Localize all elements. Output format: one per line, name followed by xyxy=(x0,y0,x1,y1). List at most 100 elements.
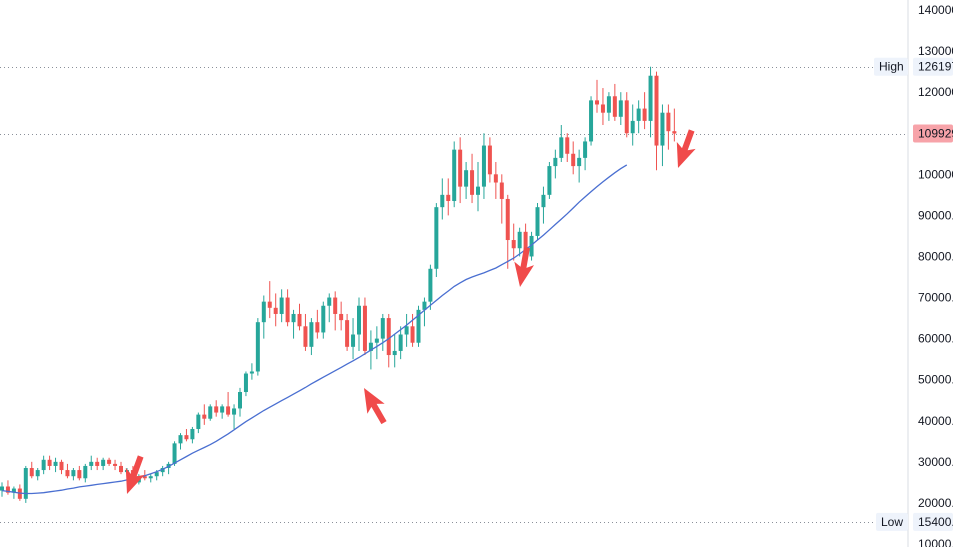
last-price-label: 109929 xyxy=(918,127,953,141)
candle-body xyxy=(95,461,100,466)
candle xyxy=(362,297,367,356)
candle xyxy=(327,293,332,323)
candle xyxy=(77,465,82,481)
candle xyxy=(255,318,260,376)
candle xyxy=(148,474,153,483)
candle-body xyxy=(392,350,397,356)
candle xyxy=(89,455,94,471)
candle xyxy=(41,455,46,475)
arrow-up-icon xyxy=(125,455,145,494)
candle xyxy=(279,289,284,323)
candle-body xyxy=(416,309,421,343)
candle-body xyxy=(220,406,225,413)
candle xyxy=(261,295,266,339)
candle-body xyxy=(273,307,278,314)
candle-body xyxy=(535,207,540,236)
candle-body xyxy=(559,137,564,158)
candle-body xyxy=(386,318,391,356)
candle-body xyxy=(612,96,617,117)
candle xyxy=(23,465,28,503)
candle xyxy=(517,227,522,257)
price-tick-label: 30000. xyxy=(918,455,953,469)
candle-body xyxy=(53,461,58,466)
candle-body xyxy=(23,468,28,499)
candle xyxy=(422,297,427,327)
candle xyxy=(470,153,475,204)
candle-body xyxy=(523,231,528,257)
high-label-background xyxy=(874,57,908,76)
low-label-background xyxy=(876,512,908,531)
candle xyxy=(220,404,225,419)
candle-body xyxy=(47,459,52,466)
candle xyxy=(249,363,254,380)
candle xyxy=(119,461,123,475)
price-axis[interactable]: 14000013000012000011000010000090000.8000… xyxy=(907,0,953,547)
candle-body xyxy=(214,406,219,413)
candle xyxy=(83,463,88,483)
candle-body xyxy=(458,149,463,187)
candle-body xyxy=(648,75,653,121)
candle xyxy=(184,428,189,442)
candle-body xyxy=(285,297,290,323)
candle xyxy=(589,96,594,146)
candle-body xyxy=(0,486,4,491)
candle xyxy=(499,174,504,224)
candle xyxy=(5,480,10,495)
candle-body xyxy=(476,186,480,195)
candle-body xyxy=(368,342,373,351)
candle xyxy=(392,334,397,368)
candle xyxy=(404,313,409,347)
candle xyxy=(172,441,177,466)
candle-body xyxy=(65,470,70,477)
candle-body xyxy=(660,112,665,146)
candle-body xyxy=(315,322,320,333)
candle xyxy=(47,455,52,471)
candle xyxy=(452,141,457,208)
candle xyxy=(386,313,391,368)
candle xyxy=(113,459,118,471)
candle xyxy=(464,161,469,199)
candle-body xyxy=(410,326,415,343)
candle-body xyxy=(59,461,64,471)
candle-body xyxy=(83,465,88,479)
candle xyxy=(291,309,296,339)
candle-body xyxy=(666,112,671,132)
candle-body xyxy=(321,305,326,333)
high-value: 126197 xyxy=(918,60,953,74)
candle-body xyxy=(565,137,570,154)
candle xyxy=(321,301,326,339)
candle xyxy=(95,457,100,471)
candle-body xyxy=(553,157,558,167)
candle xyxy=(208,404,213,421)
candle-body xyxy=(672,131,677,134)
candle xyxy=(535,203,540,241)
candle-body xyxy=(404,326,409,335)
candle-body xyxy=(5,486,10,493)
candle-body xyxy=(232,408,237,415)
candle-body xyxy=(642,108,647,121)
candle xyxy=(505,194,510,269)
candle xyxy=(196,412,201,434)
candle-body xyxy=(434,207,439,269)
price-tick-label: 10000. xyxy=(918,537,953,547)
candle-body xyxy=(595,100,599,105)
candle-body xyxy=(77,470,82,479)
candle xyxy=(660,104,665,167)
candle xyxy=(309,318,314,356)
candle xyxy=(333,291,338,331)
candle-body xyxy=(297,313,302,327)
candle xyxy=(487,137,492,183)
candle xyxy=(612,83,617,121)
candle-body xyxy=(589,100,594,142)
candle xyxy=(672,108,677,142)
candle xyxy=(446,178,451,216)
candle xyxy=(541,186,546,224)
candle-body xyxy=(583,141,588,158)
candle-body xyxy=(440,194,445,208)
candle-body xyxy=(35,470,40,477)
candle xyxy=(315,309,320,339)
candle-body xyxy=(357,305,361,335)
candle xyxy=(428,264,433,310)
candle-body xyxy=(446,194,451,202)
